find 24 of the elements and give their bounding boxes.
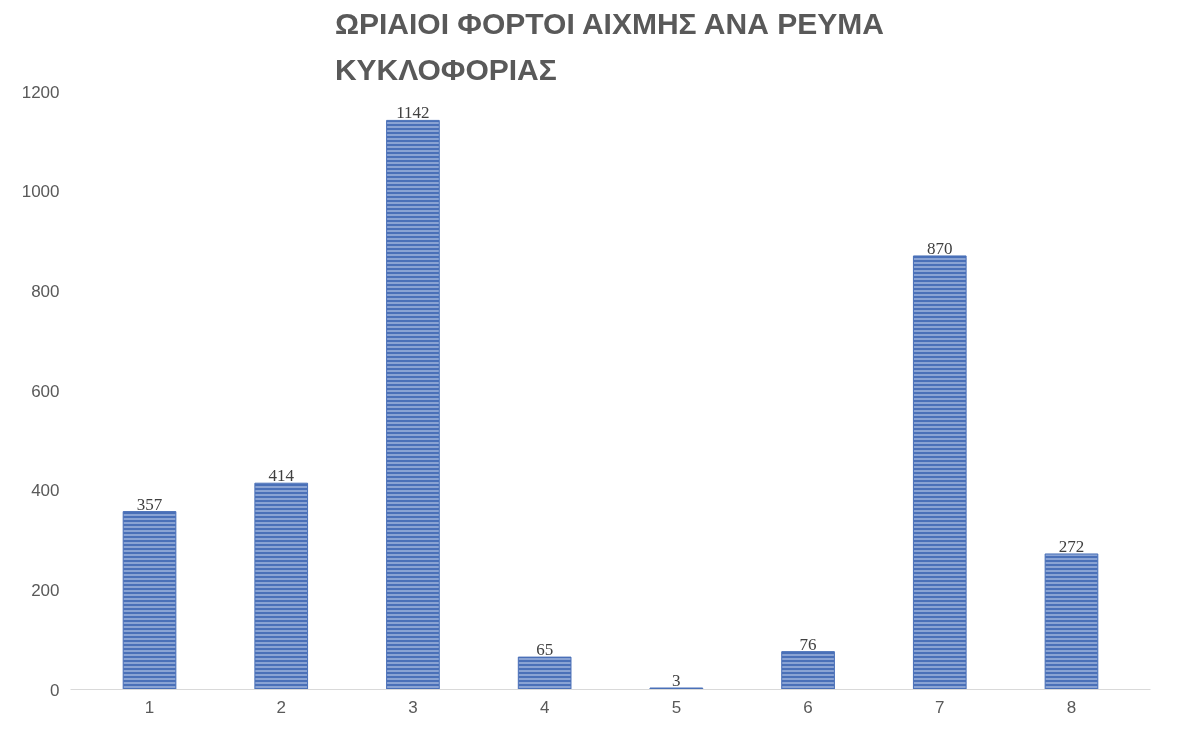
x-tick-label: 2 <box>276 697 286 717</box>
y-tick-label: 600 <box>31 381 60 401</box>
y-tick-label: 0 <box>50 680 60 700</box>
x-tick-label: 8 <box>1066 697 1077 717</box>
data-label: 870 <box>927 238 953 258</box>
data-label: 272 <box>1058 536 1085 556</box>
x-tick-label: 4 <box>539 697 550 717</box>
data-label: 65 <box>536 640 554 660</box>
data-label: 3 <box>672 671 681 691</box>
y-tick-label: 400 <box>31 481 60 501</box>
y-tick-label: 200 <box>31 580 60 600</box>
x-tick-label: 6 <box>803 697 813 717</box>
x-tick-label: 5 <box>671 697 682 717</box>
data-label: 357 <box>136 494 163 514</box>
x-tick-label: 7 <box>935 697 945 717</box>
y-tick-label: 1000 <box>21 182 60 202</box>
data-label: 414 <box>268 466 295 486</box>
y-tick-label: 800 <box>31 281 60 301</box>
data-label: 1142 <box>396 103 430 123</box>
chart-title: ΩΡΙΑΙΟΙ ΦΟΡΤΟΙ ΑΙΧΜΗΣ ΑΝΑ ΡΕΥΜΑ ΚΥΚΛΟΦΟΡΙΑΣ <box>334 7 884 87</box>
x-tick-label: 1 <box>144 697 155 717</box>
data-label: 76 <box>799 634 817 654</box>
y-tick-label: 1200 <box>21 82 60 102</box>
x-tick-label: 3 <box>408 697 418 717</box>
